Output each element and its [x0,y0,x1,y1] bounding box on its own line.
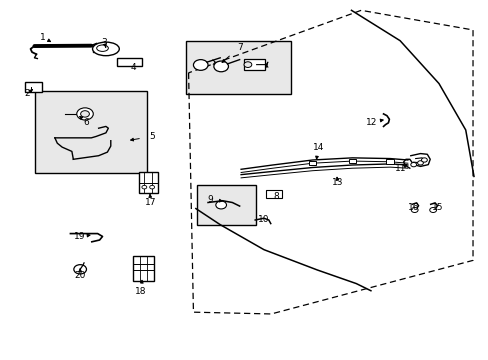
Text: 17: 17 [144,198,156,207]
Text: 20: 20 [74,271,86,280]
Circle shape [421,158,427,162]
Bar [132,256,154,281]
Bar [308,161,316,165]
Bar [266,190,282,198]
Circle shape [77,108,93,120]
Circle shape [81,111,89,117]
Circle shape [193,60,207,70]
Ellipse shape [97,45,108,51]
Bar [348,158,356,163]
Circle shape [410,162,416,167]
Circle shape [429,207,436,212]
Text: 16: 16 [407,203,418,212]
Text: 11: 11 [394,164,406,173]
Bar [138,172,158,193]
Text: 8: 8 [273,192,279,201]
Text: 2: 2 [24,89,29,98]
Text: 13: 13 [331,178,343,187]
Text: 15: 15 [431,203,443,212]
Bar [243,59,265,70]
Text: 6: 6 [83,118,89,127]
Text: 10: 10 [258,215,269,224]
Bar [186,41,290,94]
Circle shape [74,265,86,274]
Text: 5: 5 [149,132,155,141]
Circle shape [417,161,423,165]
Text: 9: 9 [207,195,213,204]
Bar [197,185,255,225]
Circle shape [149,185,154,189]
Text: 3: 3 [102,38,107,47]
Bar [117,58,142,66]
Ellipse shape [92,42,119,56]
Text: 19: 19 [74,232,86,241]
Circle shape [410,207,417,212]
Bar [35,91,147,173]
Text: 1: 1 [40,33,45,42]
Text: 12: 12 [366,118,377,127]
Circle shape [213,61,228,72]
Circle shape [244,62,251,67]
Circle shape [142,185,146,189]
Text: 4: 4 [131,63,136,72]
Bar [25,82,41,92]
Bar [386,159,393,163]
Circle shape [215,201,226,209]
Text: 18: 18 [135,287,146,296]
Text: 14: 14 [312,143,324,152]
Text: 7: 7 [236,42,242,51]
